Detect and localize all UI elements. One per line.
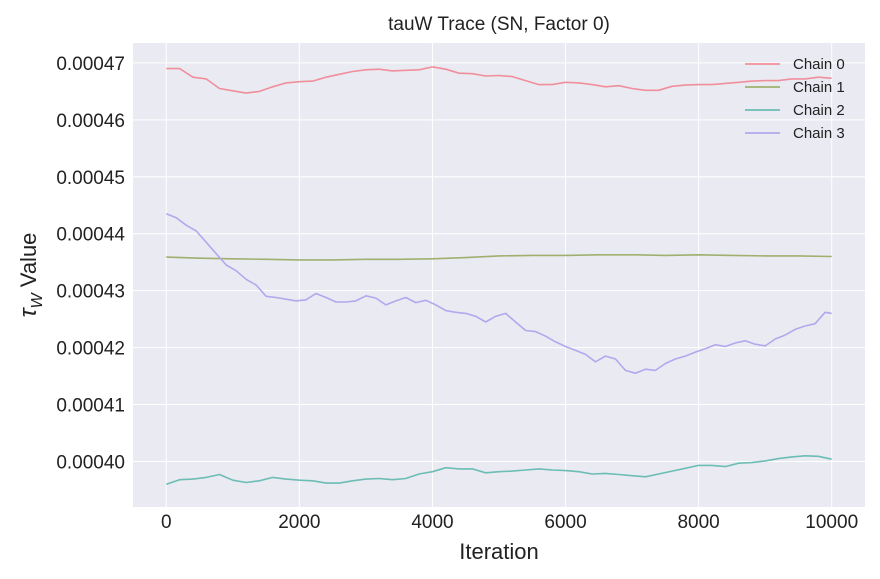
y-axis-label-suffix: Value xyxy=(16,233,41,294)
y-tick-label: 0.00041 xyxy=(56,396,125,417)
x-axis-label: Iteration xyxy=(459,539,539,564)
plot-background xyxy=(133,43,865,507)
series-line-chain-3 xyxy=(166,213,832,375)
y-axis-label-subscript: W xyxy=(29,291,46,308)
legend-label: Chain 0 xyxy=(793,56,845,73)
legend-label: Chain 2 xyxy=(793,102,845,119)
grid xyxy=(133,43,865,507)
y-tick-labels: 0.00040 0.00041 0.00042 0.00043 0.00044 0.000… xyxy=(56,54,125,474)
series-layer xyxy=(166,66,832,485)
x-tick-label: 10000 xyxy=(805,512,858,533)
legend-label: Chain 3 xyxy=(793,125,845,142)
y-tick-label: 0.00047 xyxy=(56,54,125,75)
y-tick-label: 0.00042 xyxy=(56,339,125,360)
series-line-chain-1 xyxy=(166,254,832,261)
series-line-chain-0 xyxy=(166,66,832,94)
x-tick-label: 4000 xyxy=(411,512,453,533)
y-tick-label: 0.00044 xyxy=(56,225,125,246)
y-tick-label: 0.00043 xyxy=(56,282,125,303)
x-tick-label: 2000 xyxy=(278,512,320,533)
y-axis-label: τW Value xyxy=(15,233,46,318)
x-tick-label: 0 xyxy=(161,512,172,533)
y-axis-label-symbol: τ xyxy=(15,306,42,317)
x-tick-label: 8000 xyxy=(677,512,719,533)
legend-label: Chain 1 xyxy=(793,79,845,96)
chart-title: tauW Trace (SN, Factor 0) xyxy=(388,14,610,35)
y-tick-label: 0.00040 xyxy=(56,452,125,473)
x-tick-label: 6000 xyxy=(544,512,586,533)
x-tick-labels: 0 2000 4000 6000 8000 10000 xyxy=(161,512,858,533)
series-line-chain-2 xyxy=(166,454,832,485)
y-tick-label: 0.00045 xyxy=(56,168,125,189)
legend: Chain 0 Chain 1 Chain 2 Chain 3 xyxy=(745,56,845,142)
y-tick-label: 0.00046 xyxy=(56,111,125,132)
